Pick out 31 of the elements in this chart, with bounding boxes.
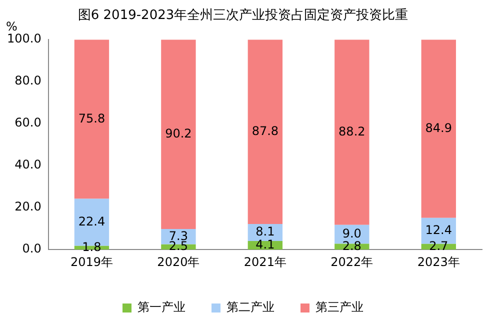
- data-label: 8.1: [256, 224, 275, 239]
- x-tick-label: 2019年: [70, 254, 113, 269]
- legend-label: 第一产业: [138, 300, 186, 314]
- bar: [74, 40, 110, 199]
- x-tick-label: 2023年: [417, 254, 460, 269]
- data-label: 90.2: [165, 126, 192, 140]
- y-tick-label: 80.0: [14, 74, 42, 88]
- bar: [248, 40, 283, 224]
- y-tick-label: 100.0: [6, 32, 42, 46]
- legend-label: 第三产业: [316, 300, 364, 314]
- data-label: 22.4: [78, 214, 106, 228]
- chart-title: 图6 2019-2023年全州三次产业投资占固定资产投资比重: [78, 8, 408, 24]
- legend-label: 第二产业: [226, 300, 274, 314]
- bar: [421, 40, 456, 218]
- y-tick-label: 40.0: [14, 158, 42, 172]
- data-label: 9.0: [342, 226, 362, 240]
- y-tick-label: 20.0: [14, 200, 42, 214]
- x-tick-label: 2022年: [330, 254, 374, 269]
- data-label: 75.8: [78, 111, 106, 126]
- y-axis-title: %: [6, 20, 18, 34]
- y-tick-label: 60.0: [14, 116, 42, 130]
- data-label: 12.4: [425, 223, 452, 238]
- x-tick-label: 2020年: [157, 254, 200, 269]
- data-label: 87.8: [252, 124, 279, 138]
- bar: [334, 40, 370, 225]
- bar: [161, 40, 196, 230]
- data-label: 4.1: [256, 237, 275, 252]
- data-label: 88.2: [338, 124, 366, 138]
- x-tick-label: 2021年: [244, 254, 286, 269]
- data-label: 84.9: [425, 120, 452, 135]
- y-tick-label: 0.0: [22, 242, 42, 256]
